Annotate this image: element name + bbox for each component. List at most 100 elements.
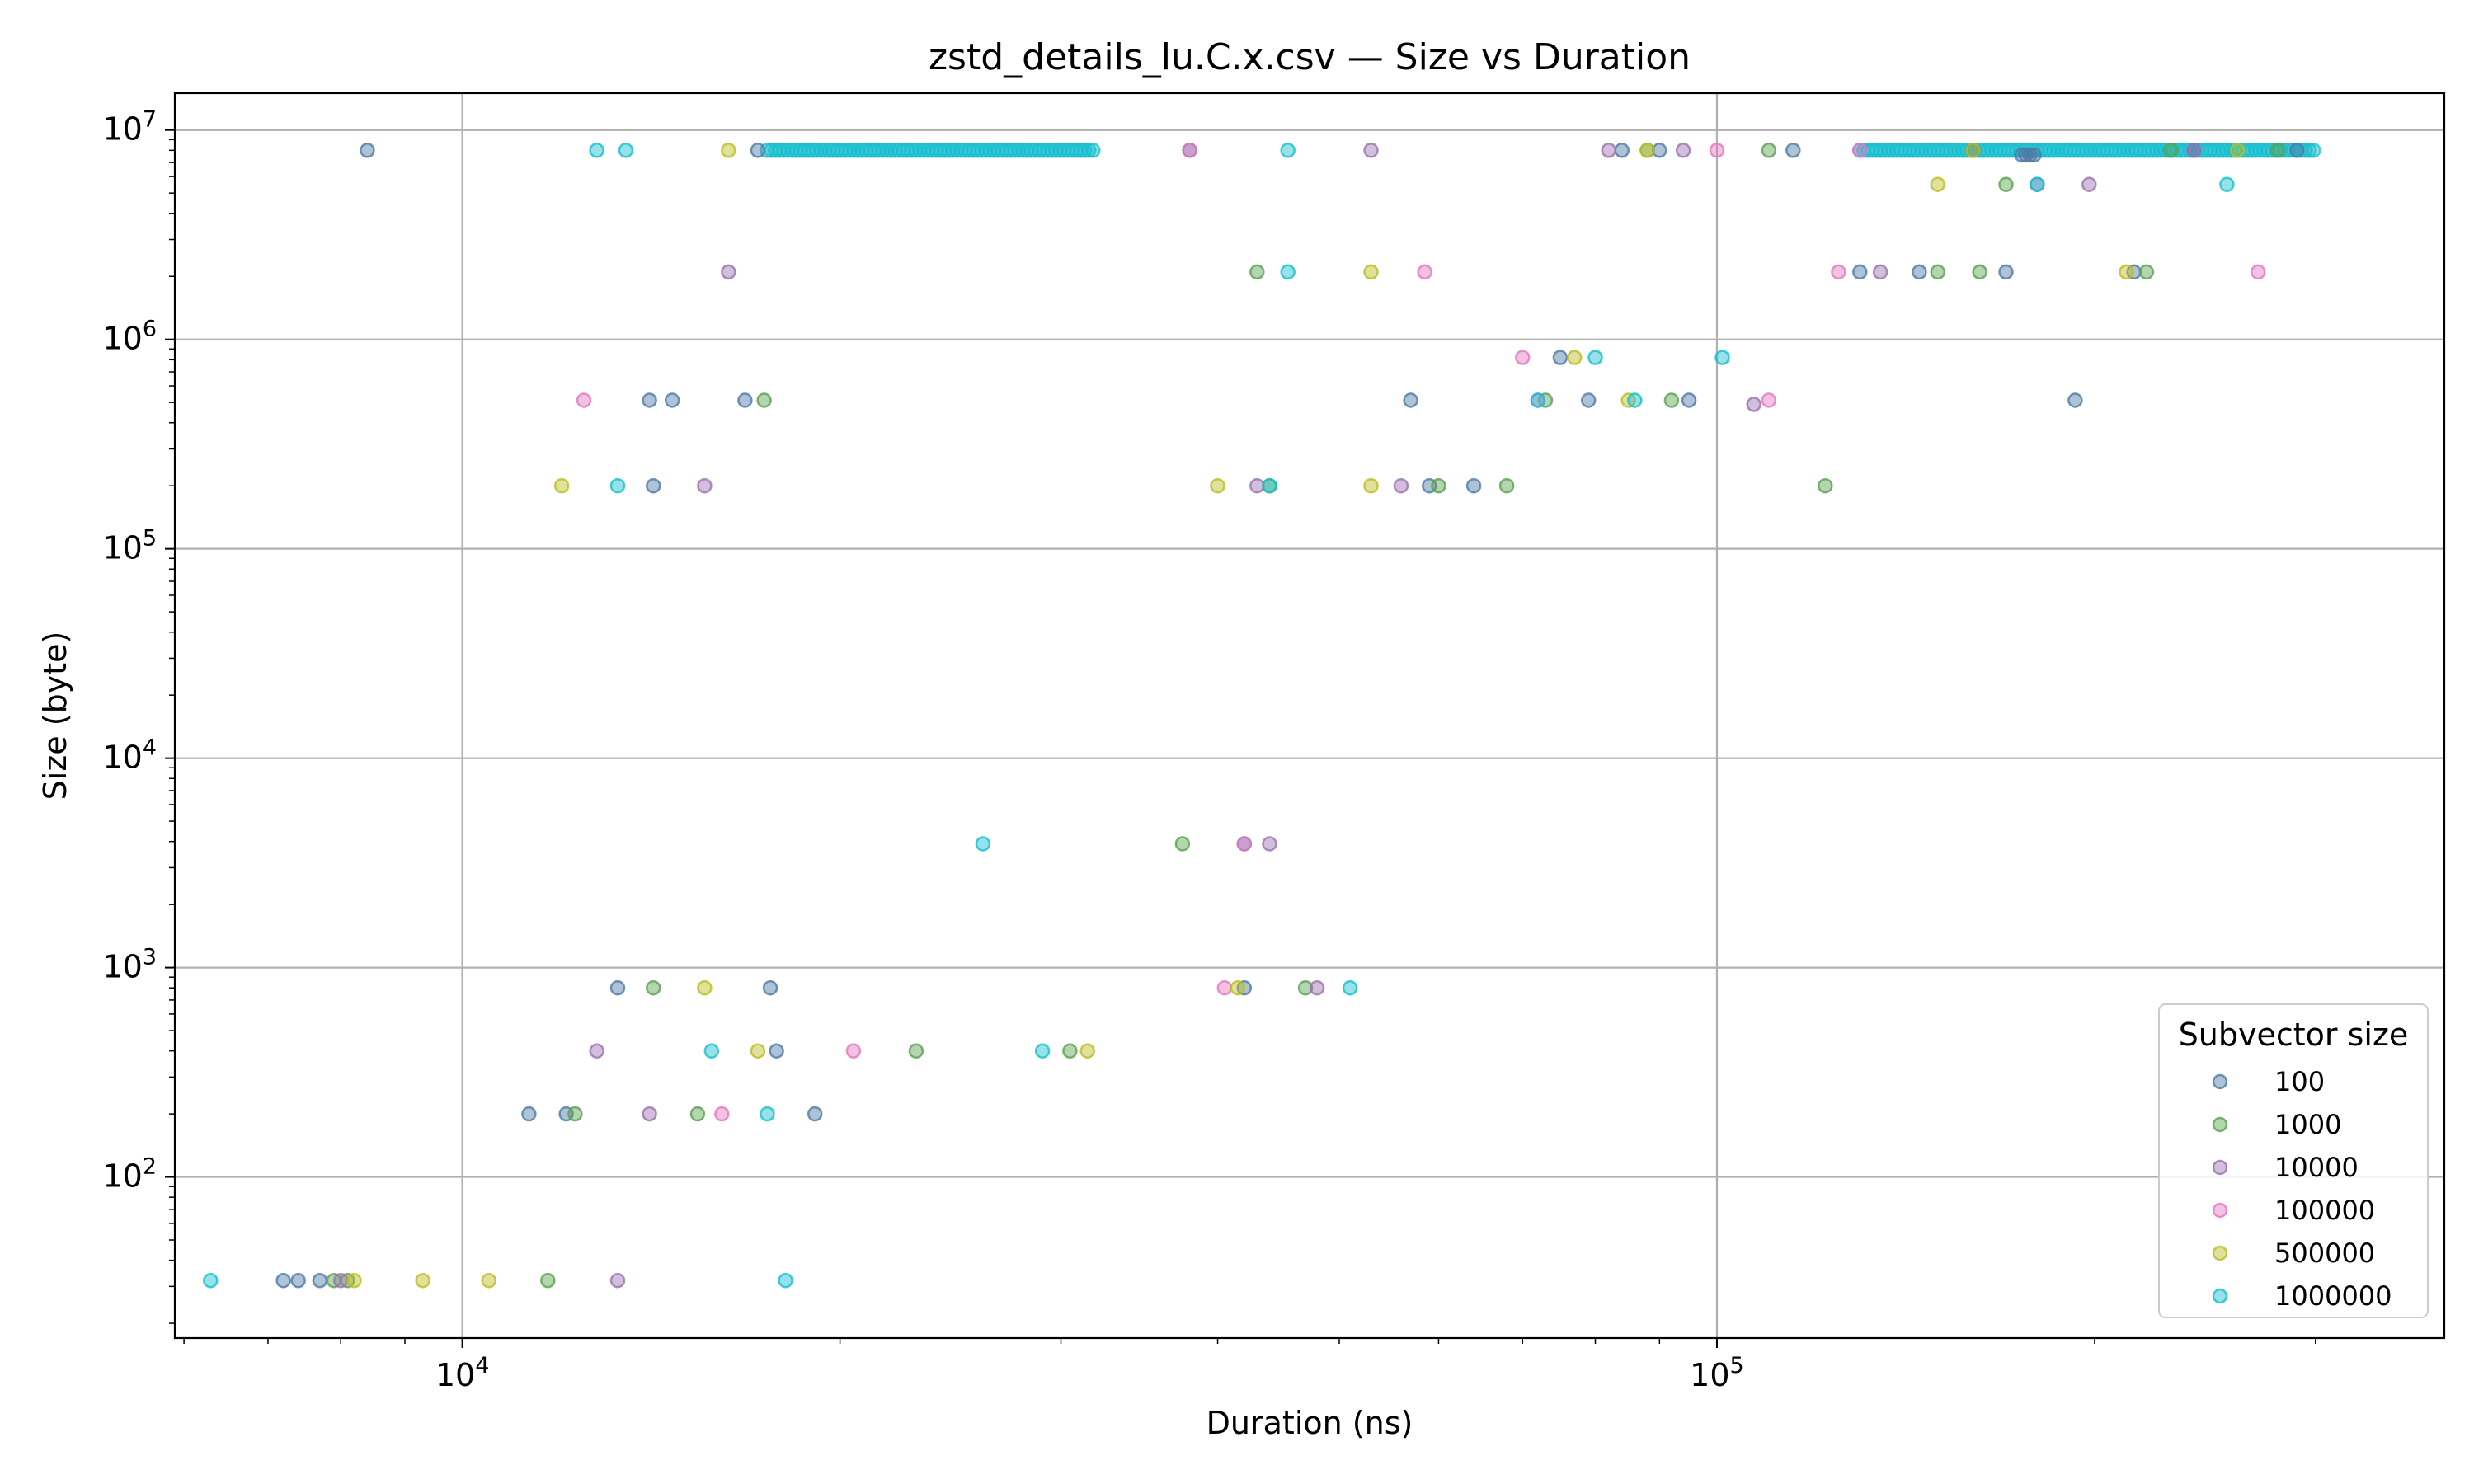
plot-frame bbox=[173, 92, 2446, 1340]
data-point bbox=[1552, 350, 1569, 365]
data-point bbox=[2067, 392, 2083, 408]
data-point bbox=[1262, 836, 1277, 852]
legend-label: 100 bbox=[2274, 1066, 2325, 1097]
data-point bbox=[646, 979, 661, 996]
data-point bbox=[618, 143, 634, 158]
data-point bbox=[609, 1272, 626, 1289]
data-point bbox=[1785, 143, 1801, 158]
data-point bbox=[415, 1272, 430, 1289]
y-tick-label: 102 bbox=[102, 1154, 157, 1195]
data-point bbox=[703, 1043, 720, 1059]
data-point bbox=[1262, 477, 1277, 494]
data-point bbox=[845, 1043, 862, 1059]
data-point bbox=[540, 1272, 556, 1289]
data-point bbox=[1912, 264, 1927, 280]
data-point bbox=[1309, 979, 1325, 996]
legend-marker bbox=[2212, 1073, 2228, 1090]
data-point bbox=[312, 1272, 328, 1289]
data-point bbox=[697, 477, 713, 494]
data-point bbox=[1403, 392, 1418, 408]
data-point bbox=[1818, 477, 1833, 494]
band-marker bbox=[2306, 143, 2321, 158]
legend-marker bbox=[2212, 1202, 2228, 1219]
y-tick-label: 105 bbox=[102, 526, 157, 566]
legend-label: 1000 bbox=[2274, 1109, 2341, 1140]
data-point bbox=[1417, 264, 1432, 280]
data-point bbox=[481, 1272, 497, 1289]
x-tick-label: 104 bbox=[435, 1353, 490, 1393]
legend-label: 100000 bbox=[2274, 1195, 2375, 1226]
data-point bbox=[589, 1043, 604, 1059]
data-point bbox=[290, 1272, 306, 1289]
data-point bbox=[1216, 979, 1233, 996]
data-points bbox=[203, 143, 2321, 1289]
data-point bbox=[1831, 264, 1846, 280]
data-point bbox=[360, 143, 375, 158]
data-point bbox=[664, 392, 680, 408]
data-point bbox=[908, 1043, 924, 1059]
legend-title: Subvector size bbox=[2179, 1017, 2409, 1053]
data-point bbox=[750, 143, 766, 158]
data-point bbox=[975, 836, 991, 852]
legend-label: 10000 bbox=[2274, 1152, 2359, 1183]
x-axis-label: Duration (ns) bbox=[1206, 1405, 1413, 1441]
data-point bbox=[1249, 477, 1265, 494]
y-tick-label: 107 bbox=[102, 107, 157, 148]
data-point bbox=[642, 392, 657, 408]
data-point bbox=[721, 143, 736, 158]
data-point bbox=[332, 1272, 349, 1289]
data-point bbox=[346, 1272, 362, 1289]
legend-marker bbox=[2212, 1245, 2228, 1261]
data-point bbox=[2163, 143, 2179, 158]
x-tick-label: 105 bbox=[1690, 1353, 1744, 1393]
data-point bbox=[2119, 264, 2134, 280]
data-point bbox=[1297, 979, 1314, 996]
data-point bbox=[2269, 143, 2286, 158]
data-point bbox=[1681, 392, 1697, 408]
band-marker bbox=[1085, 143, 1101, 158]
data-point bbox=[275, 1272, 291, 1289]
band-marker bbox=[2026, 147, 2042, 163]
data-point bbox=[1663, 392, 1680, 408]
data-point bbox=[589, 143, 604, 158]
data-point bbox=[1363, 477, 1379, 494]
data-point bbox=[642, 1106, 657, 1122]
data-point bbox=[553, 477, 570, 494]
data-point bbox=[1567, 350, 1583, 365]
data-point bbox=[1761, 392, 1777, 408]
data-point bbox=[1627, 392, 1643, 408]
data-point bbox=[1587, 350, 1603, 365]
data-point bbox=[1079, 1043, 1095, 1059]
data-point bbox=[2289, 143, 2305, 158]
y-axis-label: Size (byte) bbox=[37, 632, 73, 801]
data-point bbox=[697, 979, 713, 996]
chart-title: zstd_details_lu.C.x.csv — Size vs Durati… bbox=[929, 36, 1691, 78]
legend-marker bbox=[2212, 1116, 2228, 1133]
data-point bbox=[567, 1106, 583, 1122]
data-point bbox=[721, 264, 736, 280]
data-point bbox=[2186, 143, 2202, 158]
data-point bbox=[1230, 979, 1246, 996]
data-point bbox=[714, 1106, 730, 1122]
data-point bbox=[609, 979, 626, 996]
data-point bbox=[203, 1272, 219, 1289]
data-point bbox=[1675, 143, 1691, 158]
data-point bbox=[1236, 836, 1253, 852]
data-point bbox=[1034, 1043, 1051, 1059]
data-point bbox=[1972, 264, 1987, 280]
data-point bbox=[1498, 477, 1515, 494]
data-point bbox=[2219, 176, 2235, 192]
data-point bbox=[689, 1106, 706, 1122]
axis-ticks: 104 105 102 103 104 105 106 107 bbox=[102, 107, 2316, 1393]
data-point bbox=[2081, 176, 2097, 192]
data-point bbox=[1249, 264, 1265, 280]
data-point bbox=[1930, 176, 1946, 192]
data-point bbox=[609, 477, 626, 494]
data-point bbox=[1174, 836, 1191, 852]
data-point bbox=[760, 1106, 775, 1122]
y-tick-label: 104 bbox=[102, 735, 157, 776]
y-tick-label: 103 bbox=[102, 945, 157, 985]
data-point bbox=[1614, 143, 1630, 158]
grid-lines bbox=[175, 93, 2444, 1338]
